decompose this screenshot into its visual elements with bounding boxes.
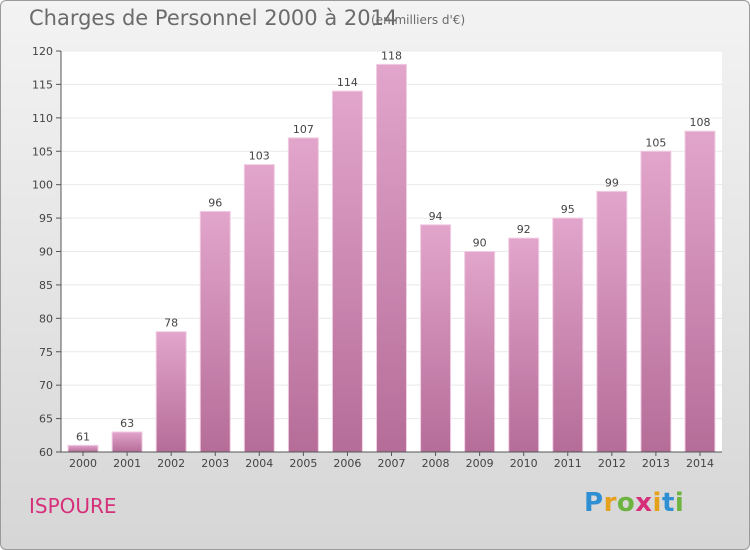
logo-letter: i <box>674 488 685 518</box>
x-tick-label: 2008 <box>422 457 450 470</box>
bar-value-label: 118 <box>381 49 402 62</box>
bars <box>67 63 716 453</box>
chart-subtitle: (en milliers d'€) <box>371 13 466 27</box>
bar <box>640 150 672 453</box>
bar-value-label: 96 <box>208 196 222 209</box>
y-tick-label: 110 <box>32 112 53 125</box>
bar-value-label: 94 <box>429 210 443 223</box>
axes: 60 65 70 75 80 85 90 95 100 105 110 115 120 2000 2001 2… <box>32 45 722 470</box>
bar <box>684 130 716 453</box>
x-tick-label: 2009 <box>466 457 494 470</box>
x-tick-label: 2006 <box>333 457 361 470</box>
x-tick-label: 2012 <box>598 457 626 470</box>
y-tick-label: 120 <box>32 45 53 58</box>
logo-letter: t <box>661 488 675 518</box>
bar <box>464 251 496 453</box>
bar-value-label: 63 <box>120 417 134 430</box>
y-tick-label: 115 <box>32 78 53 91</box>
proxiti-logo[interactable]: Proxiti <box>584 488 684 518</box>
bar-value-label: 90 <box>473 237 487 250</box>
bar <box>287 137 319 453</box>
x-tick-label: 2013 <box>642 457 670 470</box>
logo-letter: x <box>635 488 653 518</box>
x-tick-label: 2000 <box>69 457 97 470</box>
bar <box>331 90 363 453</box>
bar-value-label: 78 <box>164 317 178 330</box>
y-tick-label: 60 <box>39 446 53 459</box>
x-tick-label: 2003 <box>201 457 229 470</box>
bar <box>420 224 452 453</box>
logo-letter: r <box>603 488 617 518</box>
y-tick-label: 75 <box>39 346 53 359</box>
y-tick-label: 90 <box>39 246 53 259</box>
bar <box>199 210 231 453</box>
x-tick-label: 2005 <box>289 457 317 470</box>
logo-letter: i <box>652 488 662 518</box>
x-tick-label: 2004 <box>245 457 273 470</box>
bar <box>243 164 275 453</box>
logo-letter: o <box>616 488 636 518</box>
y-tick-label: 65 <box>39 413 53 426</box>
x-tick-label: 2011 <box>554 457 582 470</box>
y-tick-label: 100 <box>32 179 53 192</box>
x-tick-label: 2002 <box>157 457 185 470</box>
bar <box>596 190 628 453</box>
bar <box>155 331 187 453</box>
x-tick-label: 2001 <box>113 457 141 470</box>
bar-value-label: 114 <box>337 76 358 89</box>
bar-value-label: 95 <box>561 203 575 216</box>
bar <box>111 431 143 453</box>
bar <box>376 63 407 453</box>
bar-value-label: 61 <box>76 430 90 443</box>
bar <box>552 217 584 453</box>
bar-value-label: 99 <box>605 176 619 189</box>
y-tick-label: 95 <box>39 212 53 225</box>
bar-value-label: 103 <box>249 150 270 163</box>
y-tick-label: 80 <box>39 312 53 325</box>
y-tick-label: 85 <box>39 279 53 292</box>
y-tick-label: 70 <box>39 379 53 392</box>
logo-letter: P <box>584 488 604 518</box>
bar-value-label: 108 <box>689 116 710 129</box>
bar-value-label: 92 <box>517 223 531 236</box>
data-labels: 61 63 78 96 103 107 114 118 94 90 92 95 99 105 108 <box>76 49 710 443</box>
x-tick-label: 2007 <box>378 457 406 470</box>
chart-title: Charges de Personnel 2000 à 2014 <box>29 6 398 30</box>
bar <box>508 237 540 453</box>
y-tick-label: 105 <box>32 145 53 158</box>
x-tick-label: 2010 <box>510 457 538 470</box>
bar-value-label: 105 <box>645 136 666 149</box>
x-tick-label: 2014 <box>686 457 714 470</box>
town-name: ISPOURE <box>29 494 117 518</box>
bar <box>67 444 99 453</box>
bar-value-label: 107 <box>293 123 314 136</box>
